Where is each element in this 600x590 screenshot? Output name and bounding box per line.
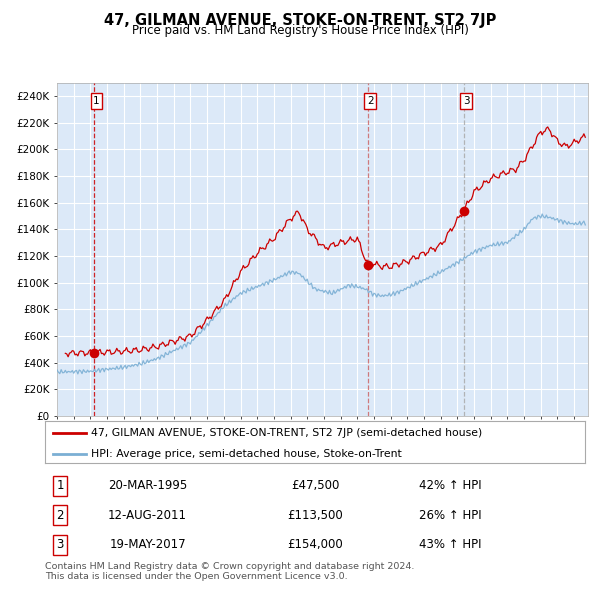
Text: 2: 2 [367, 96, 373, 106]
Text: £154,000: £154,000 [287, 539, 343, 552]
Text: £113,500: £113,500 [287, 509, 343, 522]
Text: 42% ↑ HPI: 42% ↑ HPI [419, 479, 481, 492]
Text: 47, GILMAN AVENUE, STOKE-ON-TRENT, ST2 7JP: 47, GILMAN AVENUE, STOKE-ON-TRENT, ST2 7… [104, 13, 496, 28]
Text: 3: 3 [56, 539, 64, 552]
Text: 12-AUG-2011: 12-AUG-2011 [108, 509, 187, 522]
Text: 26% ↑ HPI: 26% ↑ HPI [419, 509, 481, 522]
Text: 20-MAR-1995: 20-MAR-1995 [108, 479, 187, 492]
Text: HPI: Average price, semi-detached house, Stoke-on-Trent: HPI: Average price, semi-detached house,… [91, 449, 401, 459]
Text: £47,500: £47,500 [291, 479, 339, 492]
Text: 2: 2 [56, 509, 64, 522]
Text: Price paid vs. HM Land Registry's House Price Index (HPI): Price paid vs. HM Land Registry's House … [131, 24, 469, 37]
Text: 47, GILMAN AVENUE, STOKE-ON-TRENT, ST2 7JP (semi-detached house): 47, GILMAN AVENUE, STOKE-ON-TRENT, ST2 7… [91, 428, 482, 438]
Text: 1: 1 [56, 479, 64, 492]
Text: 3: 3 [463, 96, 470, 106]
Text: 43% ↑ HPI: 43% ↑ HPI [419, 539, 481, 552]
Text: 1: 1 [93, 96, 100, 106]
Text: Contains HM Land Registry data © Crown copyright and database right 2024.
This d: Contains HM Land Registry data © Crown c… [45, 562, 415, 581]
Text: 19-MAY-2017: 19-MAY-2017 [109, 539, 186, 552]
